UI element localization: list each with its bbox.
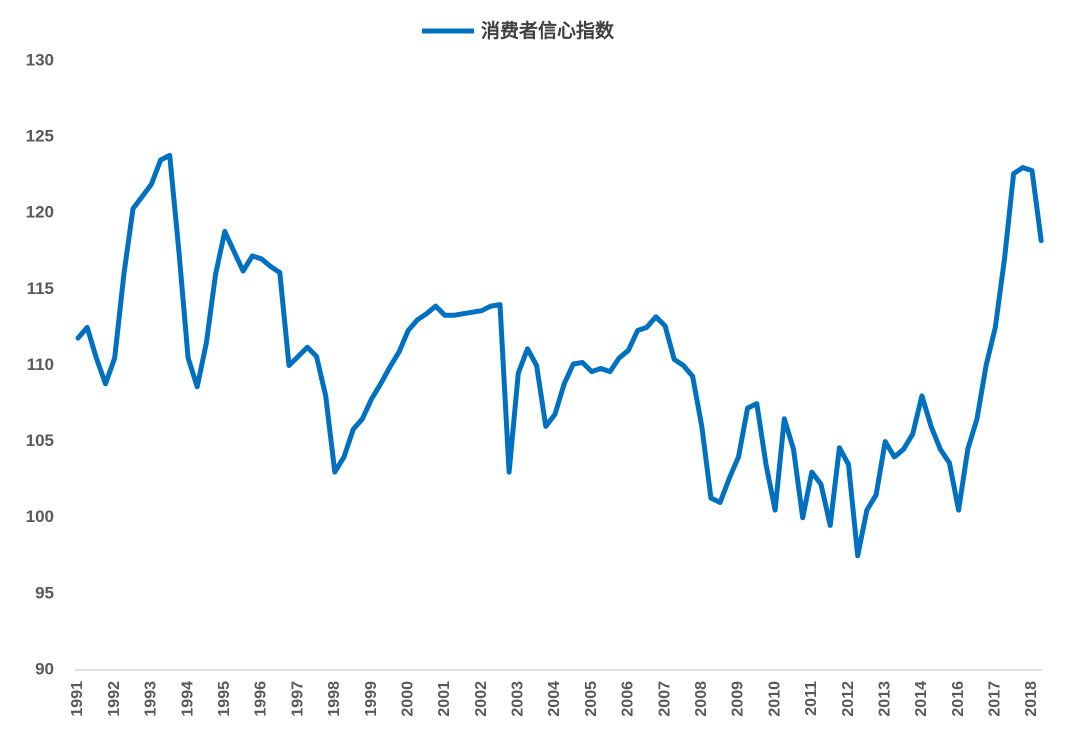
x-tick-label: 2014	[913, 681, 930, 717]
x-tick-label: 1998	[326, 681, 343, 717]
x-tick-label: 1991	[69, 681, 86, 717]
y-tick-label: 115	[27, 279, 54, 298]
x-tick-label: 2006	[620, 681, 637, 717]
legend-label: 消费者信心指数	[481, 19, 615, 42]
x-tick-label: 1993	[143, 681, 160, 717]
x-tick-label: 1997	[289, 681, 306, 717]
x-tick-label: 2011	[803, 681, 820, 716]
x-tick-label: 1999	[363, 681, 380, 717]
x-tick-label: 2016	[950, 681, 967, 717]
y-tick-label: 100	[26, 507, 54, 526]
y-tick-label: 105	[26, 431, 54, 450]
x-tick-label: 2000	[399, 681, 416, 717]
x-tick-label: 2007	[656, 681, 673, 717]
x-tick-label: 2010	[766, 681, 783, 717]
x-tick-label: 2017	[987, 681, 1004, 717]
x-tick-label: 2009	[730, 681, 747, 717]
y-tick-label: 130	[26, 50, 54, 69]
x-tick-label: 2012	[840, 681, 857, 717]
x-tick-label: 2013	[876, 681, 893, 717]
data-line	[75, 152, 1044, 559]
x-tick-label: 2003	[510, 681, 527, 717]
x-tick-label: 1995	[216, 681, 233, 717]
y-tick-label: 120	[26, 203, 54, 222]
x-tick-label: 2002	[473, 681, 490, 717]
x-tick-label: 2008	[693, 681, 710, 717]
x-tick-label: 1994	[179, 681, 196, 717]
y-tick-label: 90	[35, 659, 54, 678]
y-tick-label: 125	[26, 127, 54, 146]
y-tick-label: 110	[27, 355, 54, 374]
x-tick-label: 2004	[546, 681, 563, 717]
x-tick-label: 2018	[1023, 681, 1040, 717]
x-tick-label: 1992	[106, 681, 123, 717]
y-tick-label: 95	[35, 583, 54, 602]
x-tick-label: 1996	[253, 681, 270, 717]
x-tick-label: 2001	[436, 681, 453, 717]
x-tick-label: 2005	[583, 681, 600, 717]
